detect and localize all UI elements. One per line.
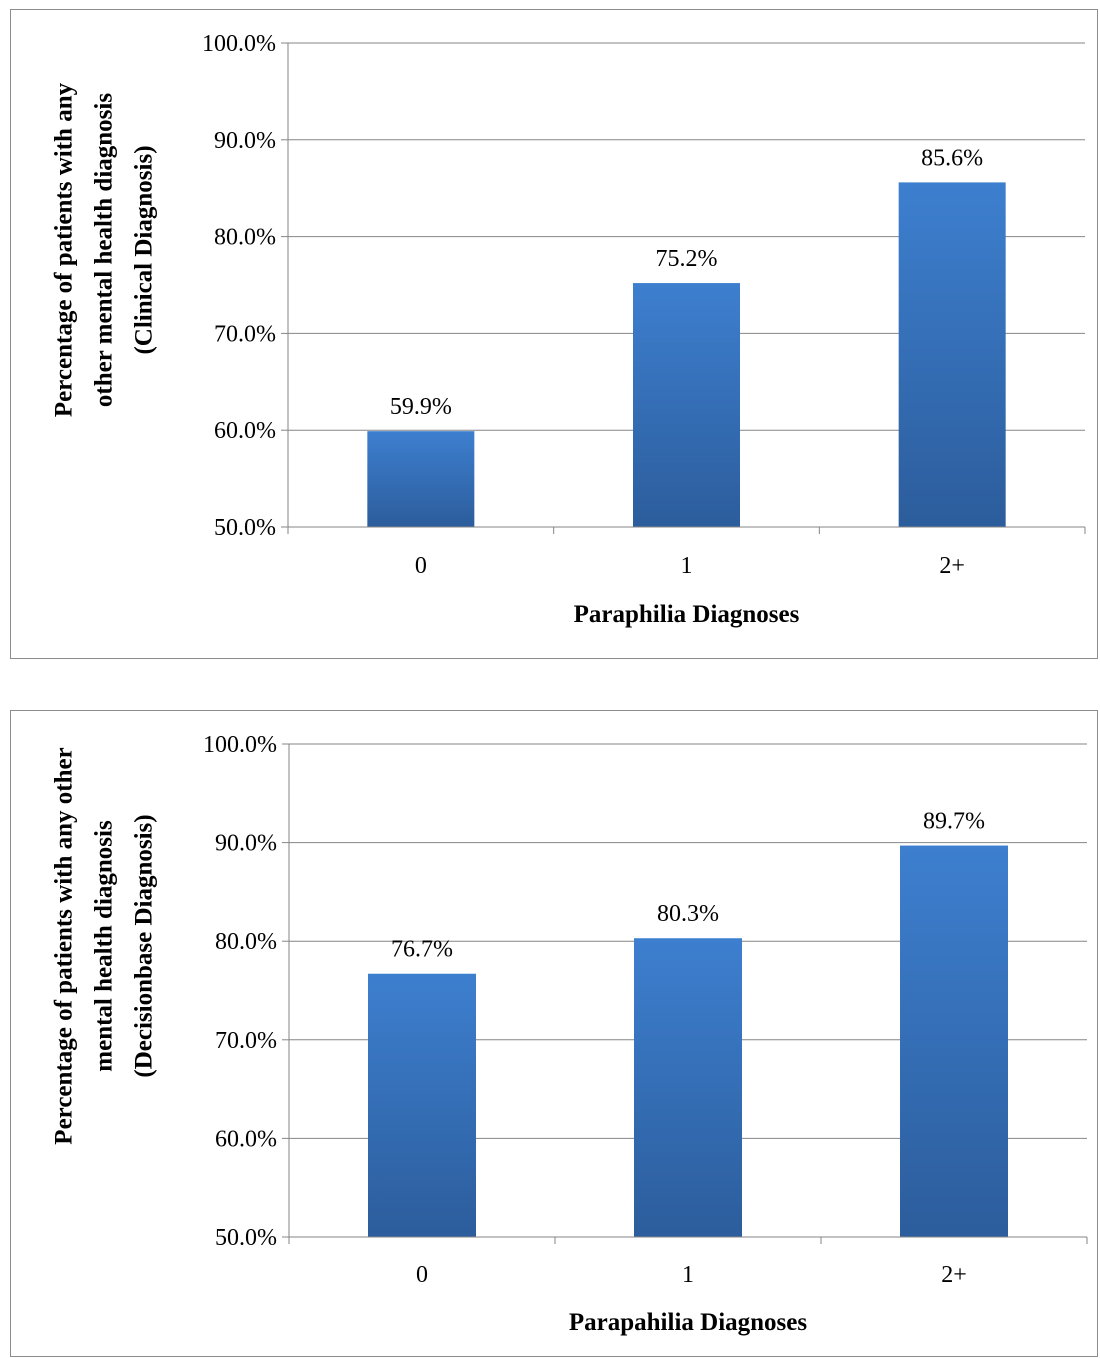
y-axis-title-line: (Decisionbase Diagnosis) — [131, 814, 158, 1077]
y-axis-title-line: other mental health diagnosis — [91, 93, 118, 407]
data-label: 80.3% — [657, 901, 719, 927]
y-axis-title-line: Percentage of patients with any — [51, 82, 78, 417]
chart-clinical-svg: 50.0% 60.0% 70.0% 80.0% 90.0% 100.0% 59.9% 0 75.… — [51, 31, 1086, 628]
y-tick-label: 100.0% — [203, 732, 277, 758]
y-tick-label: 50.0% — [215, 1225, 277, 1251]
y-tick-label: 90.0% — [215, 831, 277, 857]
bar-2plus — [898, 182, 1006, 527]
data-label: 85.6% — [921, 145, 983, 171]
y-tick-label: 70.0% — [214, 321, 276, 347]
y-tick-label: 80.0% — [214, 225, 276, 251]
bar-0 — [367, 431, 475, 527]
x-tick-label: 0 — [415, 553, 427, 579]
bar-2plus — [900, 845, 1008, 1237]
data-label: 89.7% — [923, 809, 985, 835]
bar-1 — [633, 283, 740, 527]
x-tick-label: 2+ — [939, 553, 965, 579]
chart-decisionbase-svg: 50.0% 60.0% 70.0% 80.0% 90.0% 100.0% 76.7% 0 80.… — [51, 732, 1088, 1336]
data-label: 75.2% — [656, 246, 718, 272]
x-tick-label: 2+ — [941, 1262, 967, 1288]
y-axis-title-line: mental health diagnosis — [91, 820, 118, 1072]
y-tick-label: 100.0% — [202, 31, 276, 57]
data-label: 76.7% — [391, 937, 453, 963]
data-label: 59.9% — [390, 394, 452, 420]
chart-decisionbase-diagnosis: 50.0% 60.0% 70.0% 80.0% 90.0% 100.0% 76.7% 0 80.… — [10, 710, 1098, 1357]
y-axis-title-line: Percentage of patients with any other — [51, 747, 78, 1144]
bar-1 — [634, 938, 742, 1237]
y-tick-label: 50.0% — [214, 515, 276, 541]
chart-clinical-diagnosis: 50.0% 60.0% 70.0% 80.0% 90.0% 100.0% 59.9% 0 75.… — [10, 9, 1098, 659]
y-tick-label: 80.0% — [215, 929, 277, 955]
y-tick-label: 70.0% — [215, 1028, 277, 1054]
y-tick-label: 60.0% — [214, 418, 276, 444]
y-tick-label: 60.0% — [215, 1126, 277, 1152]
y-axis-title-line: (Clinical Diagnosis) — [131, 145, 158, 354]
x-tick-label: 1 — [682, 1262, 694, 1288]
x-tick-label: 1 — [681, 553, 693, 579]
x-axis-title: Paraphilia Diagnoses — [574, 601, 800, 628]
x-axis-title: Parapahilia Diagnoses — [569, 1309, 807, 1336]
x-tick-label: 0 — [416, 1262, 428, 1288]
bar-0 — [368, 973, 476, 1237]
y-tick-label: 90.0% — [214, 128, 276, 154]
